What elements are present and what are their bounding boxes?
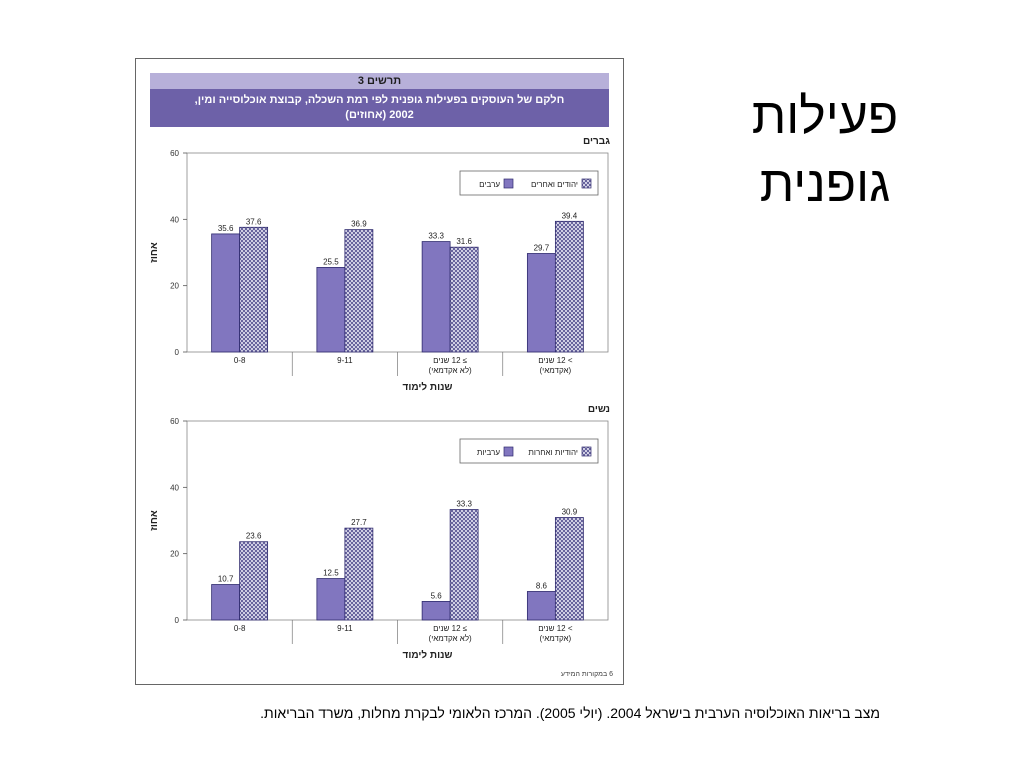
x-tick-label: > 12 שנים: [538, 624, 573, 633]
x-tick-label: 0-8: [234, 356, 246, 365]
x-tick-label: (לא אקדמאי): [429, 366, 473, 375]
bar-arab: [421, 241, 451, 353]
x-tick-label: 0-8: [234, 624, 246, 633]
bar-arab: [211, 233, 241, 353]
figure-title-line: 2002 (אחוזים): [345, 109, 414, 121]
bar-jewish: [554, 517, 584, 621]
y-tick-label: 60: [170, 417, 179, 426]
slide-title: פעילות גופנית: [700, 82, 950, 218]
bar-jewish: [239, 541, 269, 621]
source-note: 6 במקורות המידע: [560, 671, 613, 678]
x-tick-label: > 12 שנים: [538, 356, 573, 365]
data-label: 33.3: [428, 232, 444, 241]
bar-arab: [421, 601, 451, 621]
legend-label-jewish: יהודיות ואחרות: [528, 448, 578, 457]
bar-arab: [316, 267, 346, 353]
data-label: 23.6: [246, 532, 262, 541]
data-label: 33.3: [456, 500, 472, 509]
bar-arab: [526, 591, 556, 621]
y-axis-label: אחוז: [149, 510, 160, 531]
y-axis-label: אחוז: [149, 242, 160, 263]
data-label: 35.6: [218, 224, 234, 233]
legend-label-arab: ערביות: [477, 448, 501, 457]
x-axis-label: שנות לימוד: [403, 649, 453, 661]
y-tick-label: 40: [170, 215, 179, 224]
bar-jewish: [449, 246, 479, 353]
data-label: 36.9: [351, 220, 367, 229]
legend-box: [459, 438, 599, 464]
legend-label-arab: ערבים: [479, 180, 500, 189]
figure-number: תרשים 3: [150, 73, 609, 89]
bar-jewish: [344, 229, 374, 353]
x-tick-label: 9-11: [337, 624, 353, 633]
x-tick-label: (לא אקדמאי): [429, 634, 473, 643]
data-label: 30.9: [562, 508, 578, 517]
legend-swatch-jewish: [581, 446, 592, 457]
x-tick-label: (אקדמאי): [540, 634, 572, 643]
data-label: 27.7: [351, 518, 367, 527]
bar-jewish: [239, 226, 269, 353]
data-label: 31.6: [456, 237, 472, 246]
data-label: 29.7: [534, 243, 550, 252]
y-tick-label: 40: [170, 483, 179, 492]
bar-jewish: [449, 509, 479, 621]
y-tick-label: 0: [175, 348, 180, 357]
y-tick-label: 60: [170, 149, 179, 158]
x-tick-label: ≥ 12 שנים: [433, 356, 468, 365]
data-label: 39.4: [562, 211, 578, 220]
bar-arab: [211, 584, 241, 621]
bar-arab: [526, 253, 556, 353]
chart-title: גברים: [583, 136, 610, 147]
legend-box: [459, 170, 599, 196]
figure-frame: תרשים 3 חלקם של העוסקים בפעילות גופנית ל…: [135, 58, 624, 685]
bar-arab: [316, 578, 346, 621]
x-tick-label: (אקדמאי): [540, 366, 572, 375]
y-tick-label: 20: [170, 282, 179, 291]
slide-title-line: גופנית: [759, 156, 891, 212]
figure-title: חלקם של העוסקים בפעילות גופנית לפי רמת ה…: [150, 89, 609, 127]
x-tick-label: ≥ 12 שנים: [433, 624, 468, 633]
bar-jewish: [344, 527, 374, 621]
legend-swatch-arab: [503, 446, 514, 457]
x-axis-label: שנות לימוד: [403, 381, 453, 393]
figure-title-line: חלקם של העוסקים בפעילות גופנית לפי רמת ה…: [194, 94, 565, 106]
data-label: 37.6: [246, 217, 262, 226]
legend-label-jewish: יהודים ואחרים: [531, 180, 578, 189]
legend-swatch-arab: [503, 178, 514, 189]
y-tick-label: 20: [170, 550, 179, 559]
data-label: 12.5: [323, 569, 339, 578]
data-label: 10.7: [218, 575, 234, 584]
data-label: 25.5: [323, 257, 339, 266]
bar-jewish: [554, 220, 584, 353]
legend-swatch-jewish: [581, 178, 592, 189]
chart-title: נשים: [588, 404, 610, 415]
citation: מצב בריאות האוכלוסיה הערבית בישראל 2004.…: [260, 705, 880, 721]
women-bar-chart: נשים 0 20 40 60 אחוז 10.7 23.6 0-8 12.5 27.7 9-11 5.…: [149, 404, 610, 661]
slide-title-line: פעילות: [751, 88, 899, 144]
data-label: 5.6: [431, 591, 443, 600]
men-bar-chart: גברים 0 20 40 60 אחוז 35.6 37.6 0-8 25.5 36.9 9-11 3…: [149, 136, 610, 393]
x-tick-label: 9-11: [337, 356, 353, 365]
y-tick-label: 0: [175, 616, 180, 625]
data-label: 8.6: [536, 581, 548, 590]
